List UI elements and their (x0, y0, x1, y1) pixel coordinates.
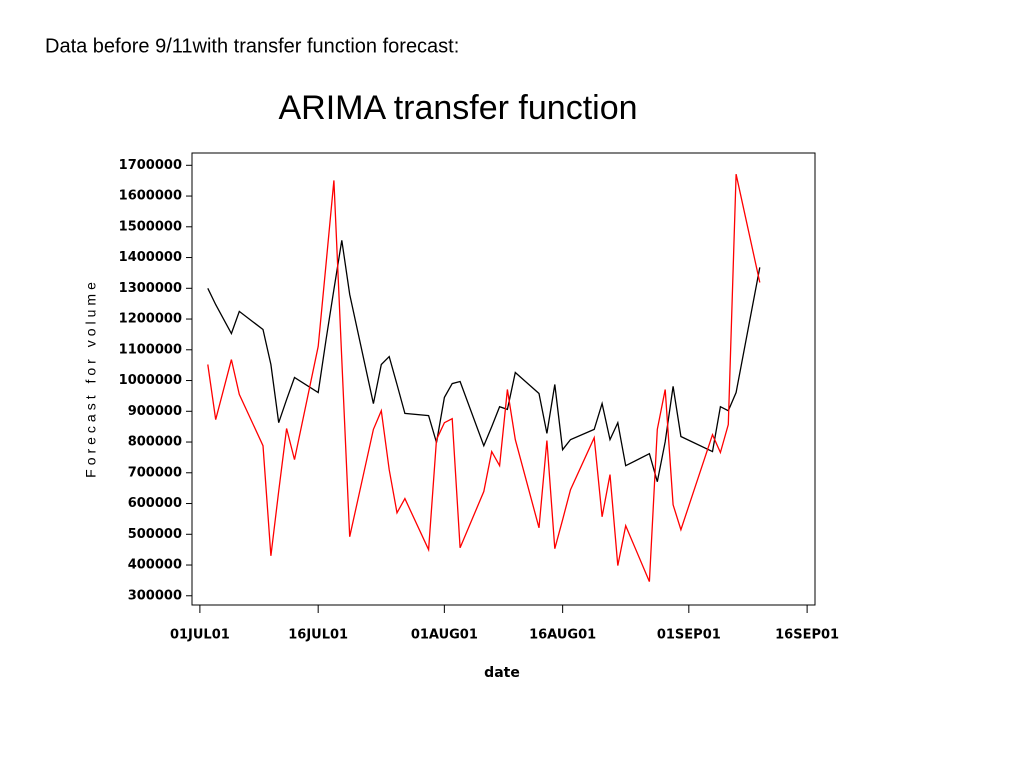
chart-title: ARIMA transfer function (278, 89, 637, 127)
y-tick-label: 300000 (128, 588, 182, 603)
series-line (207, 240, 761, 482)
x-tick-label: 16SEP01 (775, 628, 839, 643)
y-tick-label: 700000 (128, 465, 182, 480)
y-tick-label: 1500000 (119, 219, 182, 234)
y-tick-label: 400000 (128, 558, 182, 573)
y-tick-label: 900000 (128, 404, 182, 419)
y-tick-label: 1200000 (119, 312, 182, 327)
series-line (207, 174, 761, 582)
plot-frame (191, 152, 816, 606)
y-tick-label: 1400000 (119, 250, 182, 265)
x-tick-label: 01AUG01 (411, 628, 478, 643)
y-axis-label: Forecast for volume (83, 278, 99, 478)
x-tick-label: 01JUL01 (170, 628, 230, 643)
y-tick-label: 1300000 (119, 281, 182, 296)
y-tick-label: 500000 (128, 527, 182, 542)
slide-header: Data before 9/11with transfer function f… (45, 35, 459, 57)
y-tick-label: 600000 (128, 496, 182, 511)
y-tick-label: 1600000 (119, 189, 182, 204)
y-tick-label: 1000000 (119, 373, 182, 388)
x-tick-label: 16JUL01 (288, 628, 348, 643)
x-tick-label: 01SEP01 (657, 628, 721, 643)
x-axis-label: date (484, 665, 520, 681)
x-tick-label: 16AUG01 (529, 628, 596, 643)
y-tick-label: 800000 (128, 435, 182, 450)
y-tick-label: 1700000 (119, 158, 182, 173)
y-tick-label: 1100000 (119, 342, 182, 357)
